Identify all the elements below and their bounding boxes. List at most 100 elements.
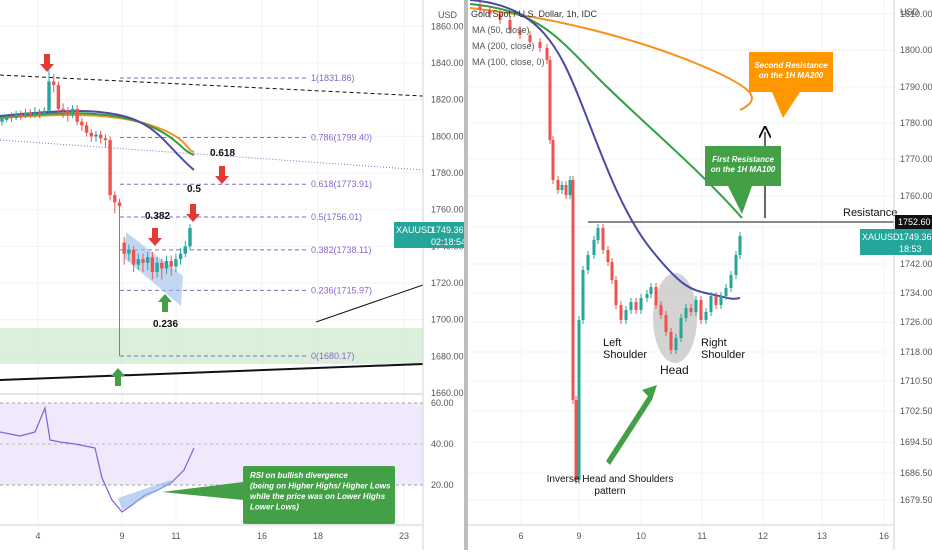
candle-body: [174, 259, 178, 267]
left-time-axis[interactable]: 4 9 11 16 18 23: [35, 531, 409, 541]
candle-body: [528, 35, 532, 42]
price-tick-label: 1800.00: [431, 131, 464, 141]
candle-body: [146, 257, 150, 263]
green-up-arrow-bottom: [111, 368, 125, 386]
left-symbol-tag: XAUUSD: [396, 225, 434, 235]
candle-body: [56, 85, 61, 109]
candle-body: [183, 246, 187, 254]
rsi-note-text: RSI on bullish divergence (being on Highe…: [250, 471, 391, 512]
head-highlight: [653, 273, 697, 363]
downtrend-line: [0, 74, 424, 97]
right-shoulder-label: Right Shoulder: [701, 337, 745, 361]
candle-body: [99, 134, 103, 139]
first-callout-pointer: [728, 186, 752, 214]
pattern-arrow: [606, 385, 657, 465]
text-line: Inverse Head and Shoulders: [547, 474, 674, 485]
candle-body: [601, 228, 605, 250]
date-tick-label: 23: [399, 531, 409, 541]
legend-ma100: MA (100, close, 0): [472, 57, 545, 67]
text-line: on the 1H MA200: [759, 71, 824, 80]
left-price-tag-box: [394, 222, 464, 248]
candle-body: [136, 259, 140, 265]
candle-body: [33, 112, 37, 115]
text-line: while the price was on Lower Highs: [250, 492, 386, 501]
first-callout-box: [705, 146, 781, 186]
first-resistance-callout: First Resistance on the 1H MA100: [705, 146, 781, 214]
right-price-tag-box: [860, 229, 932, 255]
panel-separator[interactable]: [464, 0, 468, 550]
price-tick-label: 1710.50: [900, 376, 932, 386]
candle-body: [188, 228, 192, 247]
legend-ma50: MA (50, close): [472, 25, 530, 35]
candle-body: [674, 338, 678, 350]
ma50-line: [469, 0, 741, 300]
fib-level-label: 0.786(1799.40): [311, 132, 372, 142]
rsi-tick-label: 60.00: [431, 398, 454, 408]
candle-body: [669, 332, 673, 350]
candle-body: [596, 228, 600, 240]
price-tick-label: 1726.00: [900, 317, 932, 327]
right-countdown: 18:53: [899, 244, 922, 254]
text-line: on the 1H MA100: [711, 165, 776, 174]
candle-body: [649, 287, 653, 294]
candle-body: [734, 255, 738, 275]
candle-body: [155, 262, 159, 273]
rsi-note-pointer: [162, 482, 243, 500]
candle-body: [551, 140, 555, 180]
left-countdown: 02:18:54: [431, 237, 466, 247]
chart-legend[interactable]: Gold Spot / U.S. Dollar, 1h, IDC MA (50,…: [471, 9, 598, 67]
right-price-value: 1749.36: [899, 232, 932, 242]
right-moving-averages: [469, 0, 753, 300]
price-tick-label: 1860.00: [431, 21, 464, 31]
resistance-tag-box: [895, 215, 932, 229]
price-tick-label: 1660.00: [431, 388, 464, 398]
candle-body: [568, 180, 572, 195]
fib-markers: 0.618 0.5 0.382 0.236: [40, 54, 235, 386]
candle-body: [178, 253, 183, 260]
text-line: Lower Lows): [250, 503, 299, 512]
first-callout-text: First Resistance on the 1H MA100: [711, 155, 776, 174]
red-down-arrow-0382: [148, 228, 162, 246]
candle-body: [488, 10, 492, 14]
text-line: RSI on bullish divergence: [250, 471, 348, 480]
candle-body: [606, 250, 610, 262]
candle-body: [624, 310, 628, 320]
candle-body: [127, 250, 131, 254]
candle-body: [689, 308, 693, 312]
candle-body: [724, 288, 728, 296]
resistance-tag-value: 1752.60: [898, 217, 931, 227]
right-time-axis[interactable]: 6 9 10 11 12 13 16: [518, 531, 889, 541]
date-tick-label: 6: [518, 531, 523, 541]
candle-body: [103, 138, 108, 141]
price-tick-label: 1700.00: [431, 315, 464, 325]
left-shoulder-label: Left Shoulder: [603, 337, 647, 361]
candle-body: [66, 110, 70, 115]
candle-body: [634, 302, 638, 310]
date-tick-label: 18: [313, 531, 323, 541]
candle-body: [52, 81, 56, 86]
candle-body: [581, 270, 585, 320]
legend-title: Gold Spot / U.S. Dollar, 1h, IDC: [471, 9, 598, 19]
text-line: (being on Higher Highs/ Higher Lows: [250, 482, 391, 491]
price-tick-label: 1720.00: [431, 278, 464, 288]
right-price-axis[interactable]: 1810.00 1800.00 1790.00 1780.00 1770.00 1760.…: [900, 9, 932, 505]
candle-body: [545, 48, 549, 60]
candle-body: [80, 121, 84, 126]
second-resistance-callout: Second Resistance on the 1H MA200: [749, 52, 833, 118]
rsi-axis[interactable]: 60.00 40.00 20.00: [431, 398, 454, 490]
fib-level-label: 0.618(1773.91): [311, 179, 372, 189]
marker-label-0382: 0.382: [145, 211, 170, 222]
text-line: pattern: [594, 486, 625, 497]
candle-body: [699, 300, 703, 320]
left-chart-panel[interactable]: 1(1831.86) 0.786(1799.40) 0.618(1773.91) 0.…: [0, 0, 466, 550]
candle-body: [654, 287, 658, 305]
candle-body: [117, 202, 122, 207]
candle-body: [70, 108, 75, 115]
right-price-tag: XAUUSD 1749.36 18:53: [860, 229, 932, 255]
rsi-note-box: [243, 466, 395, 524]
candle-body: [160, 262, 164, 269]
right-chart-panel[interactable]: Gold Spot / U.S. Dollar, 1h, IDC MA (50,…: [468, 0, 932, 550]
candle-body: [719, 296, 723, 305]
head-label: Head: [660, 363, 689, 377]
